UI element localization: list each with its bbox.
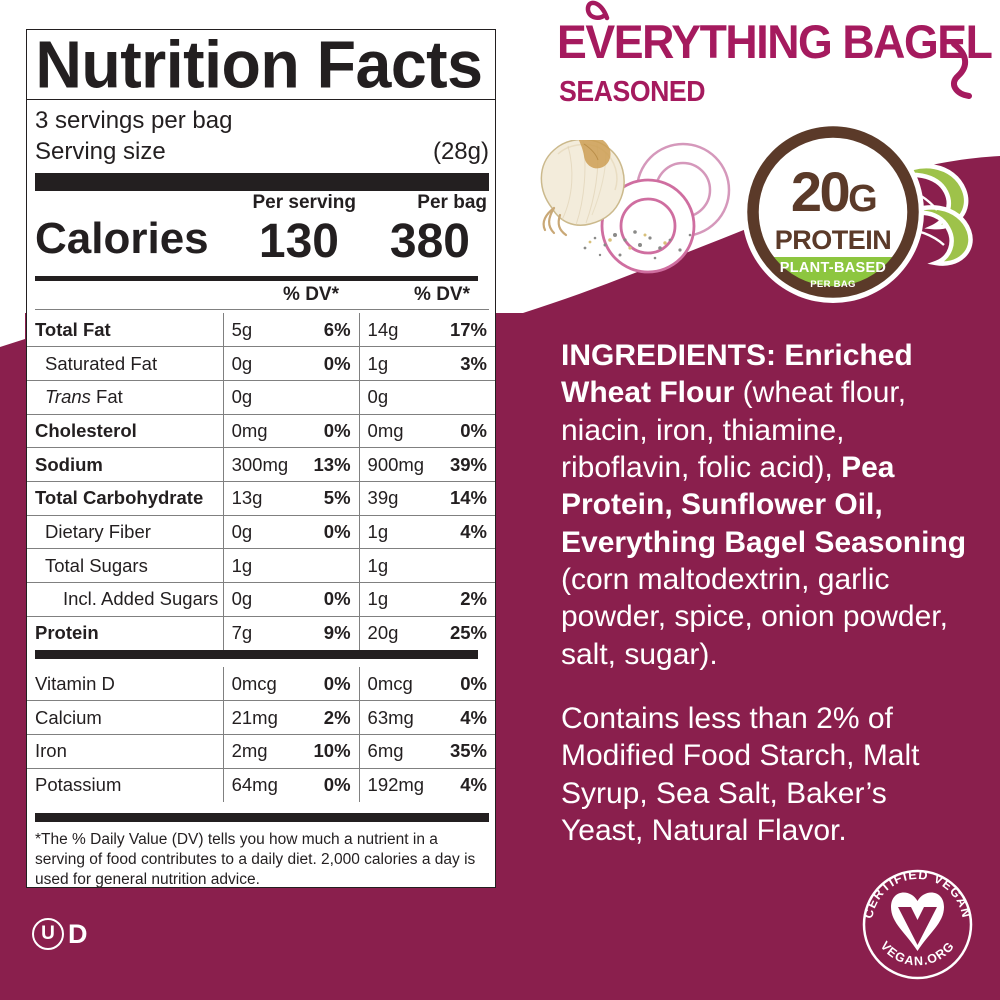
svg-text:PER BAG: PER BAG <box>810 279 855 290</box>
svg-text:PROTEIN: PROTEIN <box>775 225 892 255</box>
svg-text:PLANT-BASED: PLANT-BASED <box>780 260 886 276</box>
